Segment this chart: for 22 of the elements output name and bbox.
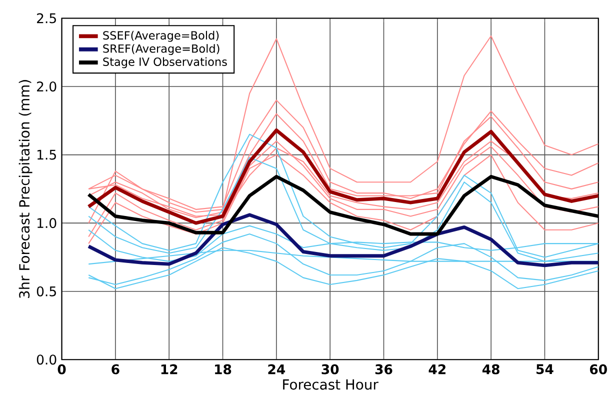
legend-label: Stage IV Observations <box>103 57 227 68</box>
x-tick-label: 18 <box>215 364 232 374</box>
x-tick-label: 60 <box>590 364 607 374</box>
x-axis-title: Forecast Hour <box>283 379 378 390</box>
x-tick-label: 36 <box>375 364 392 374</box>
y-tick-label: 2.5 <box>37 13 56 24</box>
y-tick-label: 2.0 <box>37 81 56 92</box>
x-tick-label: 0 <box>58 364 66 374</box>
legend-label: SSEF(Average=Bold) <box>103 30 219 42</box>
x-tick-label: 30 <box>322 364 339 374</box>
y-tick-label: 0.0 <box>36 354 56 364</box>
y-axis-title: 3hr Forecast Precipitation (mm) <box>18 80 32 298</box>
x-tick-label: 54 <box>536 364 554 374</box>
x-tick-label: 6 <box>112 364 120 374</box>
y-tick-label: 1.0 <box>38 218 56 228</box>
y-tick-label: 0.5 <box>36 286 56 296</box>
x-tick-label: 24 <box>268 364 286 374</box>
x-tick-label: 12 <box>161 364 178 374</box>
legend-label: SREF(Average=Bold) <box>103 44 220 55</box>
y-tick-label: 1.5 <box>38 150 56 160</box>
x-tick-label: 42 <box>428 364 446 374</box>
x-tick-label: 48 <box>482 364 500 374</box>
